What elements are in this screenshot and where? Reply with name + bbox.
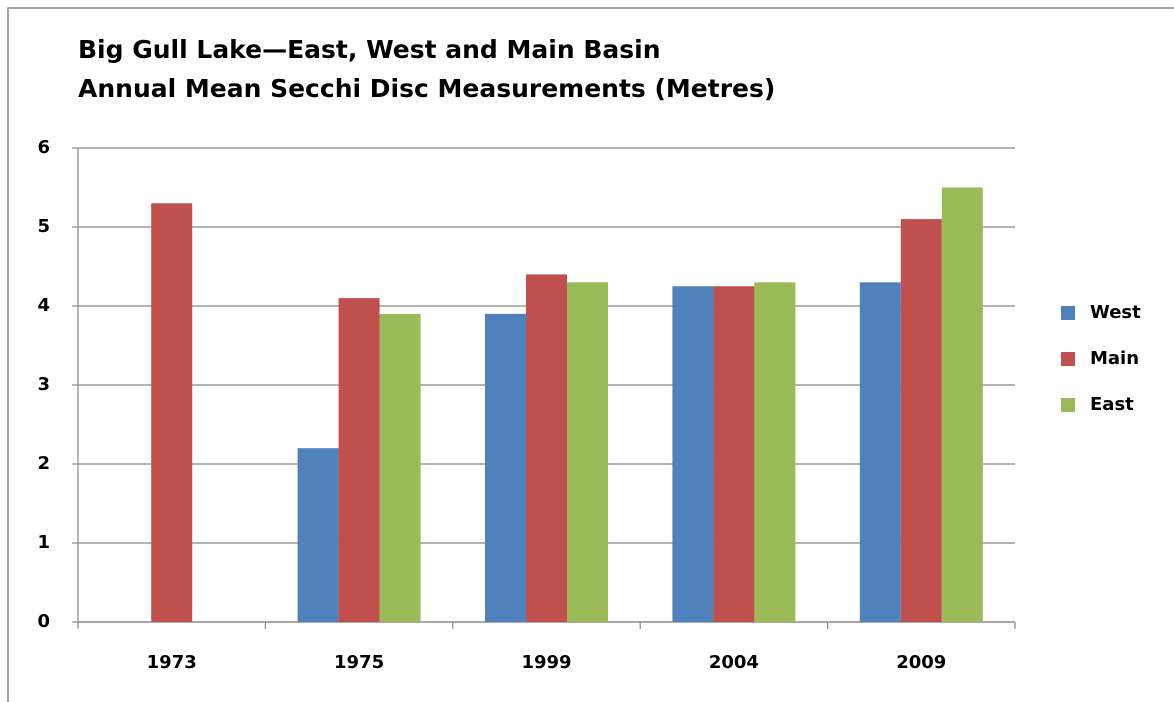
bar	[485, 313, 526, 622]
y-tick-label: 1	[37, 532, 50, 553]
bar	[941, 187, 983, 622]
x-tick-label: 2004	[709, 652, 759, 673]
legend-swatch	[1061, 306, 1075, 320]
x-tick-label: 1999	[521, 652, 571, 673]
y-tick-label: 2	[37, 453, 50, 474]
y-tick-label: 6	[37, 137, 50, 158]
bar	[713, 286, 755, 622]
chart-frame	[7, 7, 1174, 702]
legend-label: East	[1090, 394, 1134, 415]
x-tick-label: 2009	[896, 652, 946, 673]
y-tick-label: 0	[37, 611, 50, 632]
x-tick-label: 1975	[334, 652, 384, 673]
y-tick-label: 4	[37, 295, 50, 316]
bar	[297, 448, 339, 622]
bar	[672, 286, 714, 622]
bar	[859, 282, 901, 622]
bar	[338, 298, 380, 622]
chart-subtitle: Annual Mean Secchi Disc Measurements (Me…	[78, 74, 775, 103]
legend-swatch	[1061, 398, 1075, 412]
bar	[151, 203, 193, 623]
bar	[754, 282, 796, 622]
legend-label: Main	[1090, 348, 1139, 369]
bar	[526, 274, 567, 622]
bar	[379, 313, 421, 622]
y-tick-label: 3	[37, 374, 50, 395]
bar	[567, 282, 608, 622]
legend-swatch	[1061, 352, 1075, 366]
y-tick-label: 5	[37, 216, 50, 237]
legend-label: West	[1090, 302, 1141, 323]
bar	[900, 219, 942, 622]
x-tick-label: 1973	[147, 652, 197, 673]
chart-title: Big Gull Lake—East, West and Main Basin	[78, 35, 661, 64]
